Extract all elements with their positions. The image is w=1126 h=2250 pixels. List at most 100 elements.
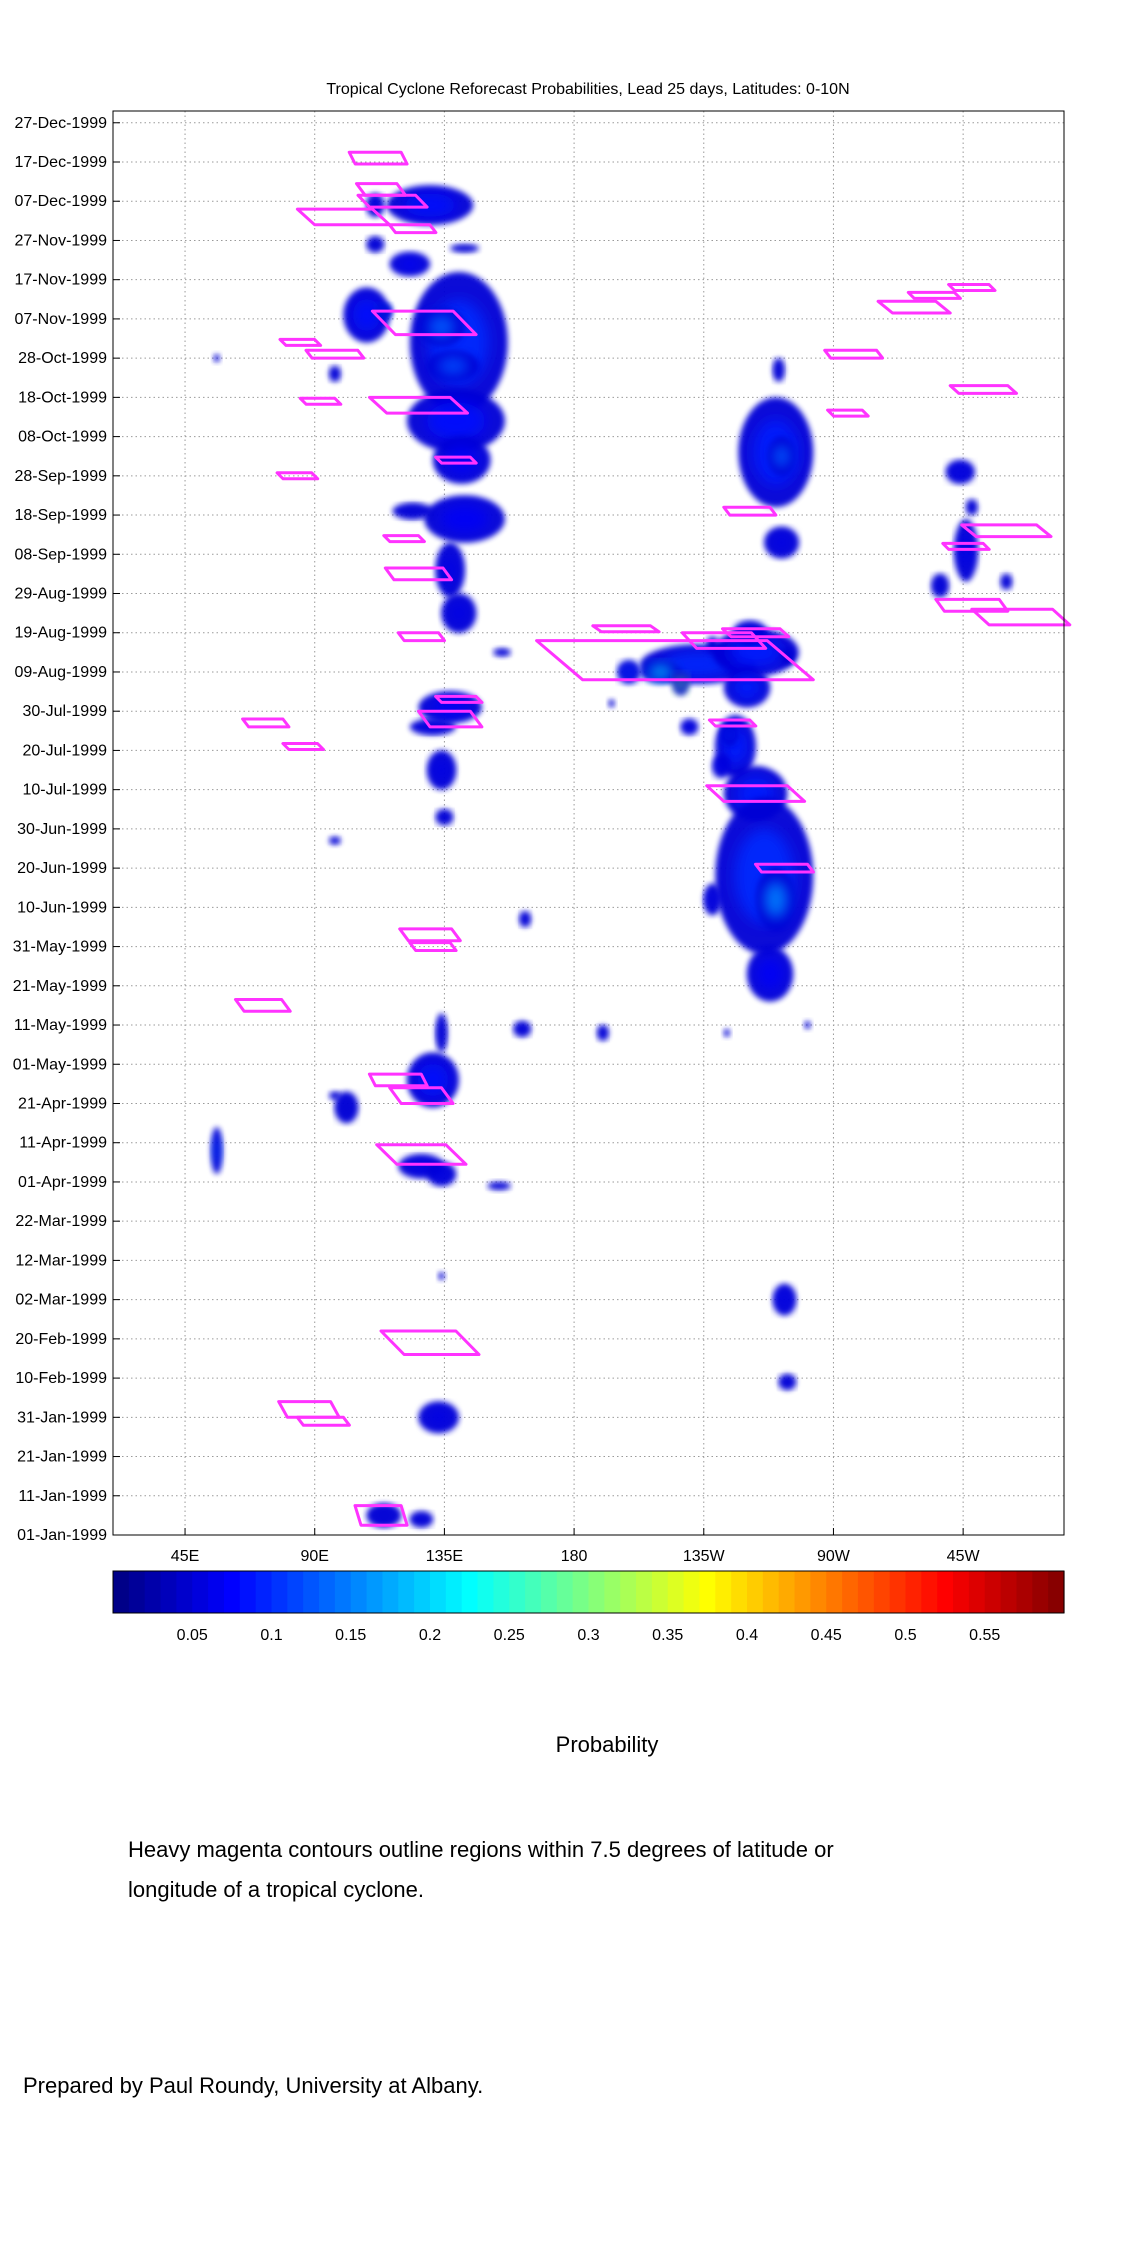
probability-region [487, 1181, 511, 1190]
y-tick-label: 10-Feb-1999 [15, 1370, 107, 1387]
probability-region [386, 185, 474, 225]
cyclone-contour [388, 223, 438, 235]
colorbar-swatch [540, 1571, 558, 1613]
probability-field [210, 185, 1013, 1528]
probability-region [329, 836, 341, 845]
colorbar-swatch [968, 1571, 986, 1613]
cyclone-contour [591, 624, 661, 634]
probability-region [334, 1091, 358, 1124]
caption: Heavy magenta contours outline regions w… [128, 1837, 834, 1902]
y-tick-label: 01-Apr-1999 [18, 1174, 107, 1191]
colorbar-swatch [398, 1571, 415, 1613]
cyclone-contour [398, 927, 462, 943]
x-axis: 45E 90E 135E 180 135W 90W 45W [171, 1528, 980, 1565]
colorbar-swatch [430, 1571, 447, 1613]
y-tick-label: 02-Mar-1999 [15, 1292, 107, 1309]
colorbar-swatch [778, 1571, 796, 1613]
cyclone-contours [234, 150, 1072, 1527]
y-tick-label: 27-Dec-1999 [15, 115, 108, 132]
cyclone-contour [721, 627, 791, 639]
probability-region [747, 946, 794, 1002]
cyclone-contour [960, 523, 1053, 539]
colorbar-swatch [953, 1571, 970, 1613]
probability-region [418, 307, 465, 347]
cyclone-contour [705, 784, 807, 803]
colorbar-tick-label: 0.05 [177, 1627, 208, 1644]
colorbar-swatch [144, 1571, 162, 1613]
colorbar-swatch [334, 1571, 352, 1613]
x-tick-label: 135E [426, 1548, 463, 1565]
cyclone-contour [934, 597, 1010, 613]
probability-region [406, 389, 505, 453]
colorbar-swatch [588, 1571, 605, 1613]
cyclone-contour [722, 505, 778, 517]
probability-region [329, 1091, 341, 1100]
colorbar-ticks: 0.05 0.1 0.15 0.2 0.25 0.3 0.35 0.4 0.45 0.5 0.55 [177, 1627, 1001, 1644]
probability-region [764, 526, 799, 559]
cyclone-contour [417, 709, 484, 729]
x-tick-label: 135W [683, 1548, 726, 1565]
colorbar-tick-label: 0.1 [260, 1627, 282, 1644]
colorbar-swatch [303, 1571, 320, 1613]
cyclone-contour [948, 384, 1018, 395]
y-tick-label: 18-Sep-1999 [14, 507, 107, 524]
y-tick-label: 11-Jan-1999 [18, 1488, 107, 1505]
probability-region [772, 358, 785, 382]
y-tick-label: 08-Oct-1999 [18, 429, 107, 446]
probability-region [513, 1021, 531, 1037]
colorbar-swatch [1048, 1571, 1065, 1613]
colorbar-swatch [937, 1571, 954, 1613]
colorbar-swatch [128, 1571, 146, 1613]
colorbar-swatch [113, 1571, 130, 1613]
probability-region [617, 660, 641, 684]
probability-region [329, 365, 341, 382]
colorbar-swatches [113, 1571, 1065, 1613]
cyclone-contour [383, 566, 454, 582]
probability-region [441, 593, 477, 633]
colorbar-swatch [747, 1571, 764, 1613]
cyclone-contour [707, 718, 758, 728]
y-tick-label: 17-Nov-1999 [15, 272, 108, 289]
probability-region [640, 660, 681, 684]
cyclone-contour [375, 1143, 468, 1166]
cyclone-contour [388, 1086, 455, 1105]
probability-region [435, 809, 454, 825]
y-tick-label: 21-May-1999 [13, 978, 107, 995]
cyclone-contour [826, 408, 870, 418]
cyclone-contour [295, 1415, 351, 1427]
colorbar-tick-label: 0.2 [419, 1627, 441, 1644]
colorbar-swatch [239, 1571, 257, 1613]
cyclone-contour [356, 193, 429, 209]
colorbar-swatch [620, 1571, 637, 1613]
y-axis: 27-Dec-1999 17-Dec-1999 07-Dec-1999 27-Nov-… [13, 115, 120, 1544]
colorbar-swatch [1032, 1571, 1049, 1613]
colorbar-tick-label: 0.4 [736, 1627, 758, 1644]
cyclone-contour [970, 607, 1072, 627]
probability-region [721, 722, 739, 747]
colorbar-swatch [667, 1571, 685, 1613]
chart-title: Tropical Cyclone Reforecast Probabilitie… [326, 81, 849, 98]
cyclone-contour [876, 299, 952, 315]
colorbar-swatch [731, 1571, 748, 1613]
probability-region [966, 499, 978, 516]
colorbar-swatch [683, 1571, 701, 1613]
colorbar-swatch [477, 1571, 494, 1613]
cyclone-contour [396, 631, 446, 643]
cyclone-contour [370, 309, 478, 337]
y-tick-label: 07-Dec-1999 [15, 193, 108, 210]
colorbar-tick-label: 0.55 [969, 1627, 1000, 1644]
y-tick-label: 20-Feb-1999 [15, 1331, 107, 1348]
y-tick-label: 10-Jun-1999 [17, 899, 107, 916]
colorbar-swatch [636, 1571, 653, 1613]
colorbar-tick-label: 0.5 [894, 1627, 916, 1644]
probability-region [703, 883, 722, 916]
colorbar-swatch [176, 1571, 193, 1613]
colorbar-swatch [984, 1571, 1002, 1613]
cyclone-contour [823, 348, 885, 360]
y-tick-label: 30-Jul-1999 [23, 703, 108, 720]
y-tick-label: 29-Aug-1999 [14, 586, 107, 603]
y-tick-label: 07-Nov-1999 [15, 311, 108, 328]
probability-region [424, 495, 505, 543]
colorbar-tick-label: 0.15 [335, 1627, 366, 1644]
